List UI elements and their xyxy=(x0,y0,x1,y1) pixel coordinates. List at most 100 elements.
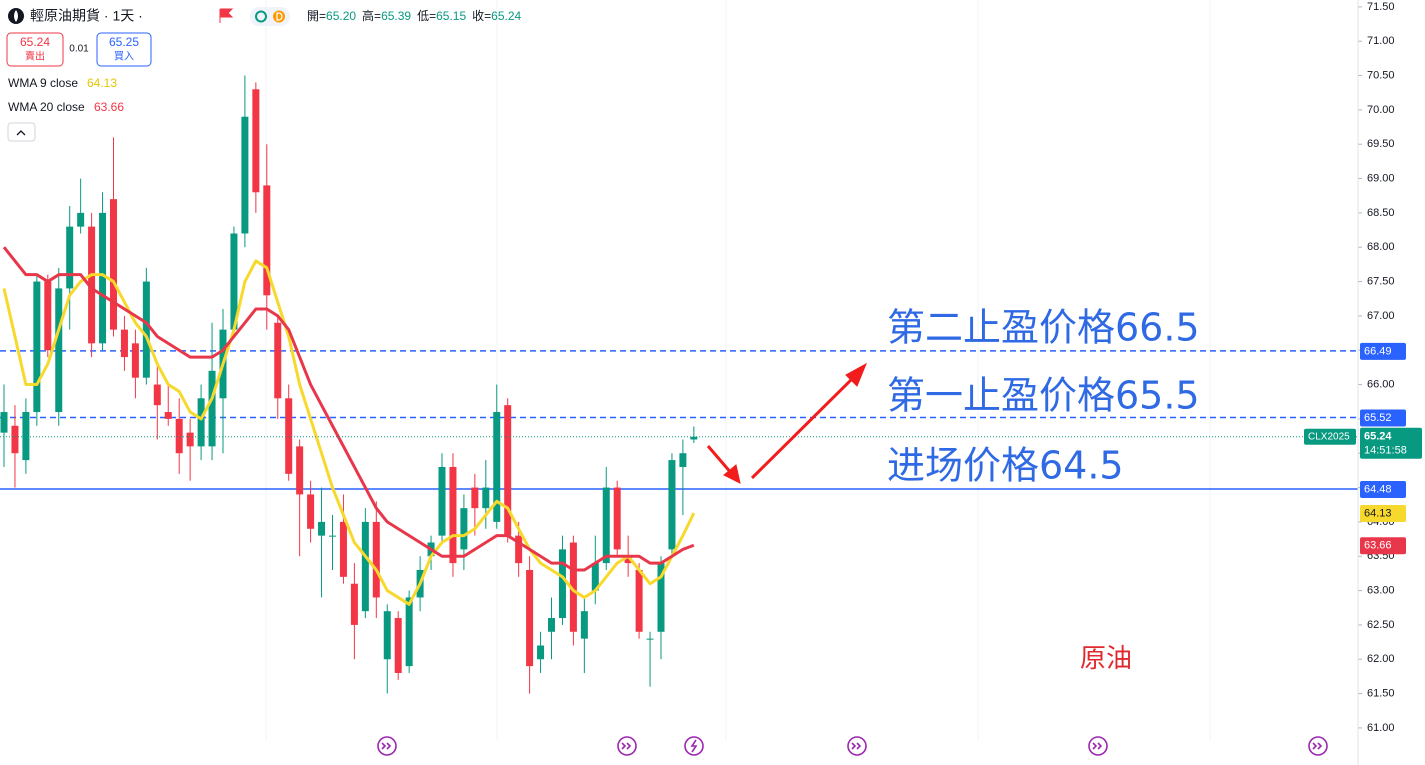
plot xyxy=(0,6,1362,729)
sell-label: 賣出 xyxy=(25,50,45,63)
candle-body xyxy=(438,466,446,536)
wma9-tag: 64.13 xyxy=(1364,507,1392,519)
ohlc-value: 65.15 xyxy=(436,9,466,23)
countdown: 14:51:58 xyxy=(1364,445,1407,457)
candle-body xyxy=(405,597,413,667)
candle-body xyxy=(131,343,139,378)
candle-body xyxy=(350,583,358,625)
candle-body xyxy=(252,89,260,193)
candle-body xyxy=(285,398,293,474)
arrows xyxy=(706,362,867,484)
flag-icon[interactable] xyxy=(219,8,234,23)
symbol: CLX2025 xyxy=(1308,431,1350,442)
y-tick-label: 66.00 xyxy=(1367,378,1395,390)
candle-body xyxy=(646,638,654,640)
candle-body xyxy=(22,412,30,461)
legend-wma20: WMA 20 close xyxy=(8,100,85,114)
last-price: 65.24 xyxy=(1364,431,1392,443)
candle-body xyxy=(329,535,336,537)
candle-body xyxy=(471,487,479,509)
candle-body xyxy=(548,618,555,632)
candle-body xyxy=(591,563,599,591)
ohlc-label: 高= xyxy=(362,8,381,23)
ohlc-header: 開= 65.20 高= 65.39 低= 65.15 收= 65.24 xyxy=(307,8,522,23)
sell-button[interactable] xyxy=(6,32,64,67)
candle-body xyxy=(307,494,315,529)
status-d xyxy=(273,10,285,23)
y-tick-label: 62.50 xyxy=(1367,619,1395,631)
level-tag-bg xyxy=(1360,342,1406,360)
y-tick-label: 68.50 xyxy=(1367,207,1395,219)
y-tick-label: 61.50 xyxy=(1367,687,1395,699)
symbol-bg xyxy=(1304,428,1356,445)
status-d-glyph xyxy=(276,12,283,21)
candle-body xyxy=(372,521,380,598)
level-tag: 64.48 xyxy=(1364,483,1392,495)
candle-body xyxy=(99,212,107,344)
candle-body xyxy=(668,460,676,550)
candle-body xyxy=(580,611,588,639)
wma20-tag-bg xyxy=(1360,537,1406,555)
time-grid xyxy=(265,0,1211,740)
candle-body xyxy=(613,487,621,550)
y-tick-label: 70.00 xyxy=(1367,104,1395,116)
legend-wma9: WMA 9 close xyxy=(8,76,78,90)
y-tick-label: 67.00 xyxy=(1367,310,1395,322)
candle-body xyxy=(394,618,402,673)
annotation-crude: 原油 xyxy=(1080,644,1132,674)
candle-body xyxy=(153,384,161,406)
ohlc-label: 低= xyxy=(417,9,436,23)
candle-body xyxy=(569,542,577,632)
y-tick-label: 71.50 xyxy=(1367,1,1395,13)
spread: 0.01 xyxy=(69,44,89,55)
ohlc-label: 開= xyxy=(307,9,326,23)
candle-body xyxy=(449,466,457,564)
buy-button[interactable] xyxy=(96,32,152,67)
last-price-bg xyxy=(1360,427,1422,459)
ohlc-label: 收= xyxy=(472,9,491,23)
buy-price: 65.25 xyxy=(109,35,139,49)
event-icons[interactable] xyxy=(377,736,1328,756)
status-dot xyxy=(255,10,267,23)
ohlc-value: 65.24 xyxy=(491,9,521,23)
y-tick-label: 62.00 xyxy=(1367,653,1395,665)
candle-body xyxy=(44,281,52,351)
candle-body xyxy=(537,645,545,660)
candle-body xyxy=(493,412,501,522)
wma-line xyxy=(2,246,695,572)
y-tick-label: 69.00 xyxy=(1367,172,1395,184)
candle-body xyxy=(339,521,347,577)
candle-body xyxy=(526,569,534,667)
candle-body xyxy=(175,418,183,454)
legend-wma20-value: 63.66 xyxy=(94,100,124,114)
candle-body xyxy=(11,425,19,454)
wma9-tag-bg xyxy=(1360,504,1406,522)
candle-body xyxy=(482,487,490,509)
y-tick-label: 71.00 xyxy=(1367,35,1395,47)
candle-body xyxy=(679,453,687,467)
candle-body xyxy=(383,611,391,660)
candle-body xyxy=(66,226,74,289)
y-tick-label: 69.50 xyxy=(1367,138,1395,150)
candle-body xyxy=(55,288,63,413)
candle-body xyxy=(0,412,8,433)
candle-body xyxy=(361,521,369,612)
candle-body xyxy=(88,226,96,344)
y-tick-label: 61.00 xyxy=(1367,722,1395,734)
y-tick-label: 67.50 xyxy=(1367,275,1395,287)
candle-body xyxy=(296,446,304,495)
y-tick-label: 68.00 xyxy=(1367,241,1395,253)
candle-body xyxy=(690,436,698,440)
y-tick-label: 63.00 xyxy=(1367,584,1395,596)
candle-body xyxy=(624,556,632,564)
wma20-tag: 63.66 xyxy=(1364,540,1392,552)
candle-body xyxy=(120,329,128,358)
candle-body xyxy=(197,398,205,447)
legend-wma9-value: 64.13 xyxy=(87,76,117,90)
candle-body xyxy=(110,199,117,330)
logo-drop xyxy=(14,10,18,22)
candle-body xyxy=(274,322,282,399)
level-tag: 65.52 xyxy=(1364,412,1392,424)
y-tick-label: 70.50 xyxy=(1367,69,1395,81)
